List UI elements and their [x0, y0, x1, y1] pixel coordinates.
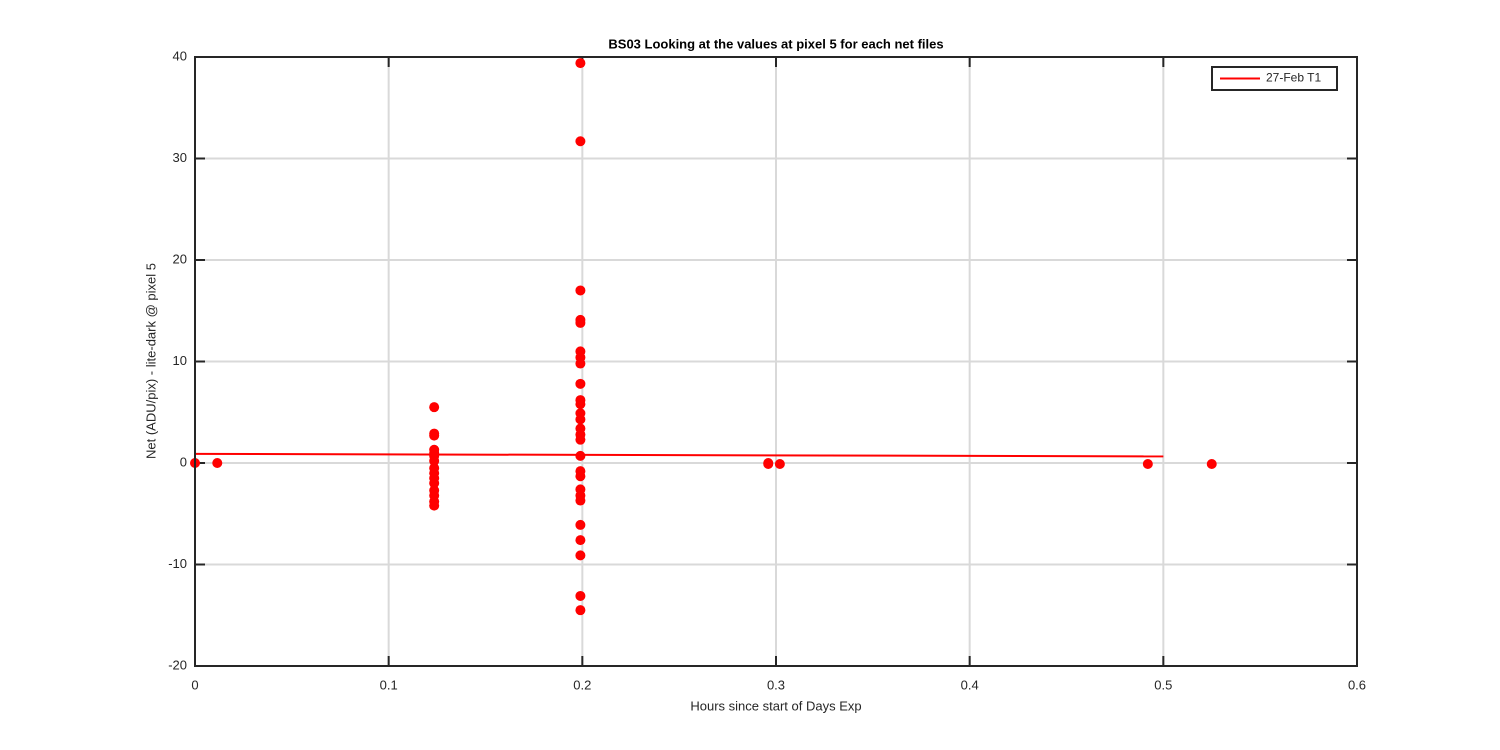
point — [575, 358, 586, 369]
y-axis-label: Net (ADU/pix) - lite-dark @ pixel 5 — [143, 263, 158, 459]
y-tick-label: 10 — [173, 353, 187, 368]
y-tick-label: 40 — [173, 48, 187, 63]
x-tick-label: 0 — [191, 677, 198, 692]
point — [575, 495, 586, 506]
point — [575, 605, 586, 616]
plot-frame — [194, 56, 1358, 667]
point — [763, 459, 774, 470]
point — [575, 535, 586, 546]
y-tick-label: 0 — [180, 454, 187, 469]
point — [575, 317, 586, 328]
point — [575, 399, 586, 410]
point — [774, 459, 785, 470]
x-axis-label: Hours since start of Days Exp — [690, 698, 861, 713]
point — [575, 136, 586, 147]
point — [575, 414, 586, 425]
fit-line — [194, 452, 1164, 458]
point — [429, 430, 440, 441]
point — [429, 500, 440, 511]
legend-label: 27-Feb T1 — [1266, 71, 1321, 85]
legend-box — [1211, 66, 1338, 91]
point — [575, 450, 586, 461]
x-tick-label: 0.6 — [1348, 677, 1366, 692]
x-tick-label: 0.3 — [767, 677, 785, 692]
y-tick-label: 20 — [173, 251, 187, 266]
x-tick-label: 0.4 — [961, 677, 979, 692]
x-tick-label: 0.2 — [573, 677, 591, 692]
point — [212, 458, 223, 468]
point — [575, 58, 586, 69]
point — [575, 550, 586, 561]
y-tick-label: -10 — [168, 556, 187, 571]
chart-title: BS03 Looking at the values at pixel 5 fo… — [608, 36, 943, 51]
point — [1206, 459, 1217, 470]
point — [1142, 459, 1153, 470]
point — [575, 434, 586, 445]
point — [575, 590, 586, 601]
point — [575, 378, 586, 389]
x-tick-label: 0.1 — [380, 677, 398, 692]
point — [575, 471, 586, 482]
y-tick-label: -20 — [168, 657, 187, 672]
legend: 27-Feb T1 — [1211, 66, 1338, 91]
point — [429, 455, 440, 466]
point — [429, 478, 440, 489]
point — [429, 402, 440, 413]
point — [575, 285, 586, 296]
point — [575, 519, 586, 530]
x-tick-label: 0.5 — [1154, 677, 1172, 692]
y-tick-label: 30 — [173, 150, 187, 165]
